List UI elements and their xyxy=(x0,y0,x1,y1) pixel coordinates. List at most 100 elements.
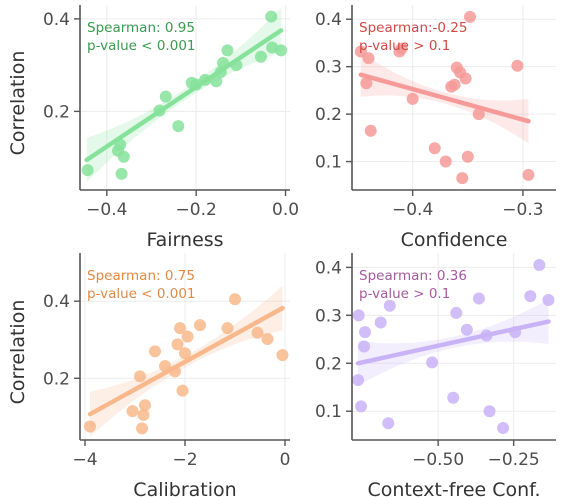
data-point xyxy=(483,405,496,418)
stats-annotation: Spearman: 0.95 xyxy=(87,20,195,36)
data-point xyxy=(254,50,267,63)
chart-panel-4: −0.50 −0.25 0.1 0.2 0.3 0.4 Context-free Conf.… xyxy=(315,253,556,497)
data-point xyxy=(383,299,396,312)
data-point xyxy=(139,399,151,412)
data-point xyxy=(221,322,234,335)
data-point xyxy=(136,422,148,435)
data-point xyxy=(447,391,460,404)
data-point xyxy=(261,332,274,345)
y-tick-label: 0.1 xyxy=(315,153,342,173)
data-point xyxy=(179,347,191,360)
data-point xyxy=(355,400,368,413)
data-point xyxy=(461,150,474,163)
stats-annotation: Spearman: 0.75 xyxy=(87,268,195,284)
data-point xyxy=(358,340,371,353)
x-tick-label: 0 xyxy=(280,450,291,470)
y-tick-label: 0.4 xyxy=(43,292,70,312)
data-point xyxy=(265,10,278,23)
data-point xyxy=(149,345,161,358)
data-point xyxy=(439,155,452,168)
x-tick-label: 0.0 xyxy=(272,200,299,220)
y-tick-label: 0.2 xyxy=(43,369,70,389)
x-axis-label: Context-free Conf. xyxy=(367,479,540,497)
y-axis-label: Correlation xyxy=(7,51,29,156)
data-point xyxy=(524,290,537,303)
chart-panel-1: −0.4 −0.2 0.0 0.2 0.4 Fairness Correlation Spea… xyxy=(7,5,299,251)
data-point xyxy=(360,77,373,90)
y-tick-label: 0.3 xyxy=(315,306,342,326)
x-axis-label: Fairness xyxy=(146,229,223,251)
y-tick-label: 0.4 xyxy=(315,258,342,278)
data-point xyxy=(137,408,150,421)
data-point xyxy=(497,422,510,435)
data-point xyxy=(194,319,206,332)
regression-line xyxy=(358,72,531,124)
data-point xyxy=(428,142,441,155)
data-point xyxy=(275,44,288,57)
data-point xyxy=(395,42,408,55)
data-point xyxy=(229,293,241,306)
data-point xyxy=(459,72,472,85)
data-point xyxy=(472,292,485,305)
data-point xyxy=(117,150,130,163)
y-tick-label: 0.2 xyxy=(315,354,342,374)
y-tick-label: 0.1 xyxy=(315,402,342,422)
data-point xyxy=(460,323,473,336)
data-point xyxy=(172,120,185,133)
stats-annotation: p-value > 0.1 xyxy=(359,286,450,302)
chart-panel-2: −0.4 −0.3 0.1 0.2 0.3 0.4 Confidence Spearman:-… xyxy=(315,5,556,251)
data-point xyxy=(134,370,146,383)
data-point xyxy=(533,258,546,271)
stats-annotation: Spearman:-0.25 xyxy=(359,20,468,36)
y-tick-label: 0.4 xyxy=(43,10,70,30)
x-tick-label: −4 xyxy=(72,450,97,470)
data-point xyxy=(406,92,419,105)
stats-annotation: p-value < 0.001 xyxy=(87,38,196,54)
data-point xyxy=(463,10,476,23)
x-axis-label: Calibration xyxy=(133,479,236,497)
data-point xyxy=(81,164,94,177)
data-point xyxy=(352,374,365,387)
x-tick-label: −0.3 xyxy=(502,200,543,220)
data-point xyxy=(221,44,234,57)
x-axis-label: Confidence xyxy=(401,229,508,251)
data-point xyxy=(450,306,463,319)
data-point xyxy=(210,75,223,88)
y-axis-label: Correlation xyxy=(7,300,29,405)
regression-line xyxy=(87,305,285,417)
y-tick-label: 0.4 xyxy=(315,10,342,30)
y-tick-label: 0.3 xyxy=(315,58,342,78)
data-point xyxy=(374,316,387,329)
x-tick-label: −2 xyxy=(172,450,197,470)
y-tick-label: 0.2 xyxy=(43,102,70,122)
stats-annotation: p-value < 0.001 xyxy=(87,286,196,302)
x-tick-label: −0.4 xyxy=(86,200,127,220)
data-point xyxy=(276,349,289,362)
data-point xyxy=(472,108,485,121)
data-point xyxy=(522,168,535,181)
stats-annotation: p-value > 0.1 xyxy=(359,38,450,54)
data-point xyxy=(448,78,461,91)
data-point xyxy=(456,172,469,185)
data-point xyxy=(542,293,555,306)
data-point xyxy=(84,420,96,433)
data-point xyxy=(176,384,189,397)
data-point xyxy=(511,59,524,72)
data-point xyxy=(358,326,371,339)
data-point xyxy=(352,309,365,322)
data-point xyxy=(115,167,128,180)
data-point xyxy=(382,417,395,430)
x-tick-label: −0.25 xyxy=(488,450,540,470)
x-tick-label: −0.2 xyxy=(176,200,217,220)
chart-panel-3: −4 −2 0 0.2 0.4 Calibration Correlation Spearma… xyxy=(7,253,290,497)
y-tick-label: 0.2 xyxy=(315,105,342,125)
regression-line xyxy=(84,28,284,163)
x-tick-label: −0.50 xyxy=(412,450,464,470)
data-point xyxy=(364,124,377,137)
data-point xyxy=(181,330,194,343)
data-point xyxy=(174,322,186,335)
data-point xyxy=(159,90,172,103)
x-tick-label: −0.4 xyxy=(392,200,433,220)
